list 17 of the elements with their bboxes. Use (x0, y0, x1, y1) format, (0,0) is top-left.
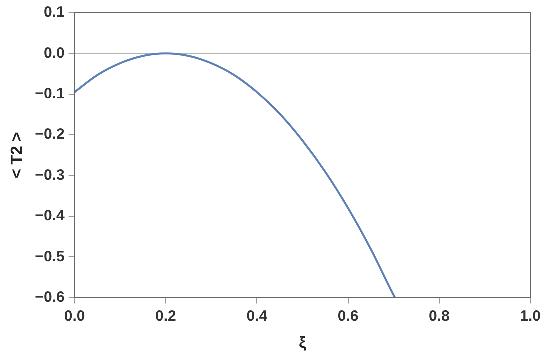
x-tick-label: 0.6 (338, 308, 359, 325)
x-tick-label: 0.8 (428, 308, 450, 325)
x-tick-label: 0.4 (246, 308, 268, 325)
y-tick-label: −0.3 (35, 166, 65, 184)
y-axis-title: < T2 > (9, 132, 26, 179)
y-tick-label: 0.0 (44, 44, 65, 62)
y-tick-label: −0.1 (35, 86, 65, 103)
x-tick-label: 0.2 (156, 308, 176, 325)
x-axis-title: ξ (299, 334, 308, 352)
y-tick-label: −0.4 (35, 208, 66, 225)
y-tick-label: −0.5 (35, 248, 65, 266)
x-tick-label: 1.0 (520, 308, 542, 325)
y-tick-label: −0.2 (35, 126, 65, 144)
y-tick-label: 0.1 (44, 4, 65, 22)
line-series (74, 52, 396, 298)
y-tick-label: −0.6 (35, 288, 65, 306)
x-tick-label: 0.0 (64, 308, 86, 325)
